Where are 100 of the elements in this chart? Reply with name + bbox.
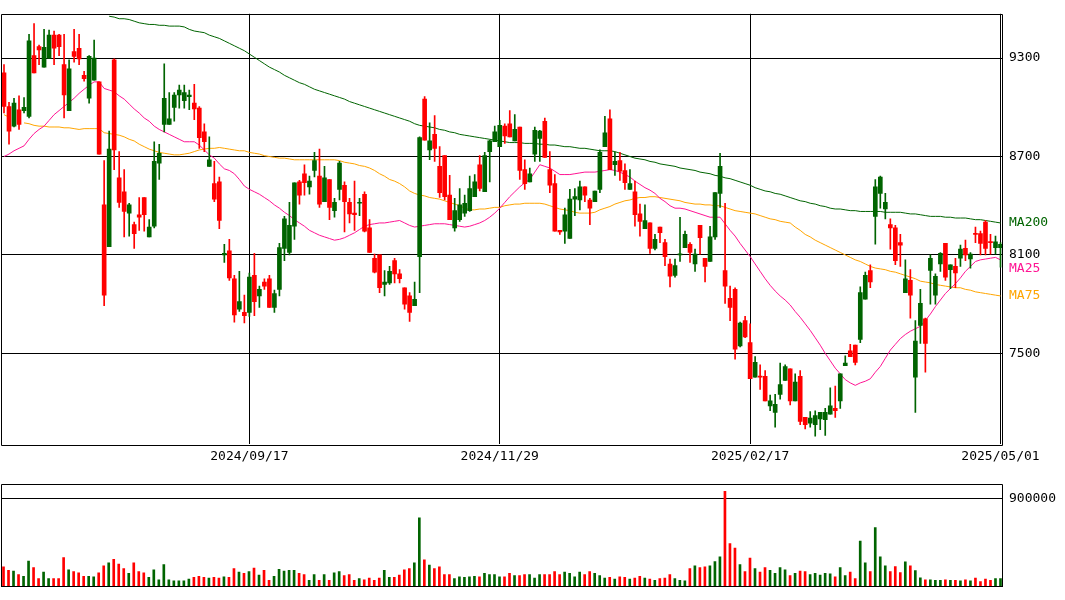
bar — [122, 568, 126, 587]
bar — [7, 570, 10, 587]
bar — [603, 577, 607, 587]
bar — [979, 581, 982, 587]
bar — [533, 577, 536, 587]
bar — [463, 577, 466, 587]
bar — [367, 577, 371, 587]
bar — [513, 575, 516, 587]
bar — [42, 571, 45, 587]
bar — [508, 573, 511, 587]
bar — [127, 573, 131, 587]
bar — [518, 575, 521, 587]
bar — [488, 574, 491, 587]
bar — [107, 562, 111, 587]
bar — [643, 577, 647, 587]
bar — [893, 566, 897, 587]
bar — [67, 569, 70, 587]
bar — [92, 576, 96, 587]
bar — [413, 562, 416, 587]
bar — [914, 570, 917, 587]
bar — [72, 571, 75, 587]
bar — [357, 578, 361, 587]
bar — [438, 566, 441, 587]
bar — [428, 564, 431, 587]
bar — [633, 577, 637, 587]
series-label: MA200 — [1009, 214, 1049, 230]
bar — [483, 573, 486, 587]
y-tick-label: 900000 — [1009, 489, 1056, 505]
bar — [984, 578, 987, 587]
bar — [838, 567, 842, 587]
bar — [407, 568, 411, 587]
bar — [598, 575, 602, 587]
bar — [568, 573, 571, 587]
bar — [2, 566, 5, 587]
y-tick-label: 7500 — [1009, 344, 1041, 360]
bar — [558, 574, 561, 587]
bar — [663, 577, 667, 587]
bar — [102, 565, 106, 587]
y-tick-label: 8700 — [1009, 147, 1041, 163]
bar — [157, 579, 161, 587]
bar — [342, 575, 346, 587]
bar — [638, 575, 642, 587]
bar — [964, 579, 967, 587]
series-label: MA75 — [1009, 287, 1041, 303]
bar — [863, 562, 867, 587]
bar — [372, 580, 376, 587]
bar — [994, 578, 997, 587]
bar — [898, 572, 902, 587]
bar — [969, 580, 972, 587]
bar — [618, 576, 622, 587]
bar — [62, 557, 65, 587]
bar — [37, 578, 40, 587]
bar — [27, 560, 30, 587]
bar — [137, 571, 141, 587]
x-tick-label: 2024/09/17 — [210, 447, 289, 463]
bar — [944, 579, 947, 587]
bar — [548, 574, 551, 587]
bar — [423, 559, 426, 587]
bar — [563, 571, 566, 587]
bar — [878, 556, 882, 587]
bar — [593, 573, 597, 587]
x-tick-label: 2025/05/01 — [961, 447, 1040, 463]
bar — [32, 567, 35, 587]
bar — [392, 577, 396, 587]
bar — [843, 575, 847, 587]
bar — [523, 574, 526, 587]
bar — [97, 572, 101, 587]
bar — [382, 570, 386, 587]
bar — [939, 580, 942, 587]
bar — [468, 576, 471, 587]
x-tick-label: 2025/02/17 — [710, 447, 790, 463]
bar — [162, 564, 166, 587]
candlestick — [592, 190, 598, 202]
bar — [903, 561, 907, 587]
bar — [152, 569, 156, 587]
bar — [443, 574, 446, 587]
bar — [503, 576, 506, 587]
bar — [87, 575, 91, 587]
bar — [458, 576, 461, 587]
bar — [583, 574, 586, 587]
bar — [337, 571, 341, 587]
bar — [397, 574, 401, 587]
bar — [538, 574, 541, 587]
bar — [578, 571, 581, 587]
bar — [553, 571, 556, 587]
bar — [47, 578, 50, 587]
bar — [974, 577, 977, 587]
bar — [628, 578, 632, 587]
bar — [12, 570, 15, 587]
bar — [954, 580, 957, 587]
bar — [352, 580, 356, 587]
bar — [142, 572, 146, 587]
bar — [433, 568, 436, 587]
bar — [883, 565, 887, 587]
bar — [653, 580, 657, 587]
bar — [52, 578, 55, 587]
bar — [453, 578, 456, 587]
bar — [478, 576, 481, 587]
candlestick — [96, 81, 102, 155]
bar — [873, 527, 877, 587]
